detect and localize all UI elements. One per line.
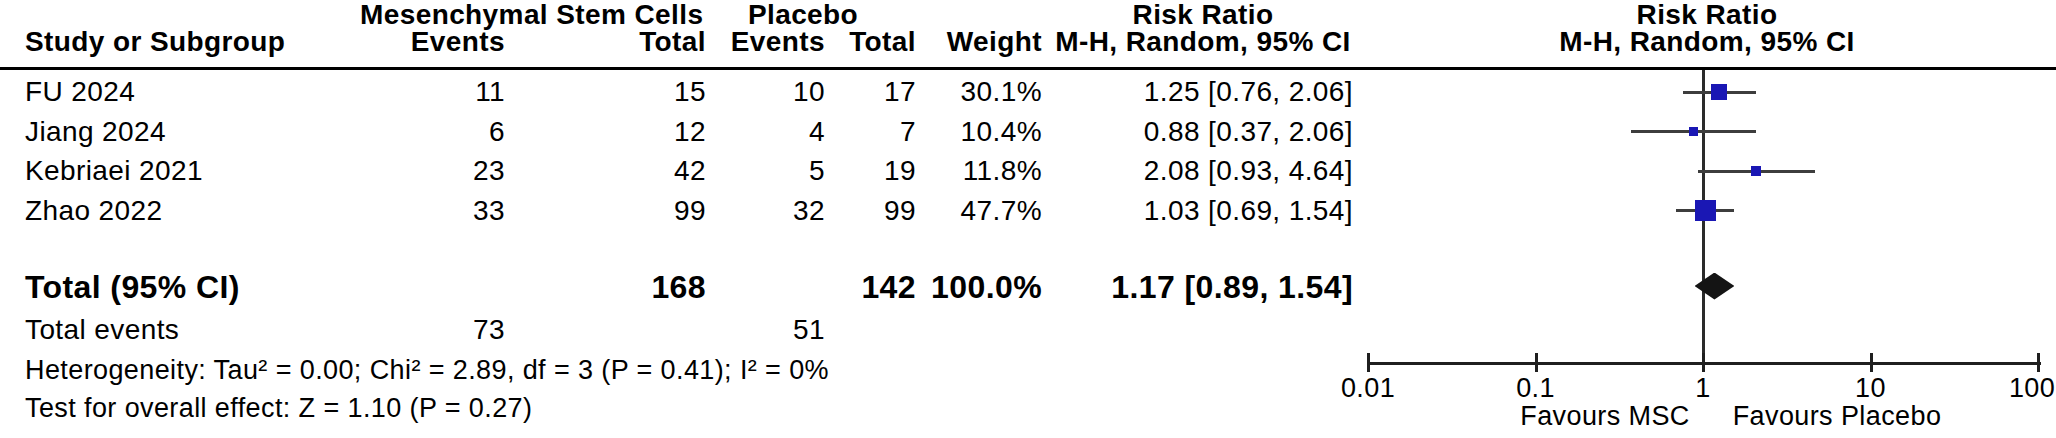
x-axis-tick-label: 10 <box>1811 374 1931 402</box>
study-square-marker <box>1695 200 1716 221</box>
overall-effect-stat: Test for overall effect: Z = 1.10 (P = 0… <box>25 391 532 425</box>
col-header-events-msc: Events <box>355 28 505 56</box>
forest-plot-figure: Mesenchymal Stem Cells Placebo Risk Rati… <box>0 0 2056 438</box>
total-row-label: Total (95% CI) <box>25 269 240 305</box>
study-events-msc-cell: 6 <box>355 115 505 149</box>
study-rr-cell: 0.88 [0.37, 2.06] <box>1103 115 1353 149</box>
study-square-marker <box>1689 127 1698 136</box>
study-name-cell: Jiang 2024 <box>25 115 166 149</box>
study-square-marker <box>1711 84 1727 100</box>
total-events-msc: 73 <box>355 313 505 347</box>
study-rr-cell: 1.03 [0.69, 1.54] <box>1103 194 1353 228</box>
x-axis-tick-label: 100 <box>1972 374 2056 402</box>
group-header-msc: Mesenchymal Stem Cells <box>360 1 660 29</box>
x-axis-tick <box>1535 353 1538 372</box>
study-events-msc-cell: 23 <box>355 154 505 188</box>
header-rule <box>0 67 2056 70</box>
study-weight-cell: 30.1% <box>892 75 1042 109</box>
total-row-weight: 100.0% <box>892 269 1042 305</box>
overall-diamond-marker <box>1695 273 1735 300</box>
study-rr-cell: 2.08 [0.93, 4.64] <box>1103 154 1353 188</box>
study-name-cell: FU 2024 <box>25 75 135 109</box>
study-rr-cell: 1.25 [0.76, 2.06] <box>1103 75 1353 109</box>
study-name-cell: Zhao 2022 <box>25 194 163 228</box>
total-events-label: Total events <box>25 313 179 347</box>
x-axis-tick <box>1870 353 1873 372</box>
risk-ratio-title-plot: Risk Ratio <box>1557 1 1857 29</box>
x-axis-tick-label: 0.1 <box>1476 374 1596 402</box>
total-row-n-msc: 168 <box>556 269 706 305</box>
study-weight-cell: 11.8% <box>892 154 1042 188</box>
x-axis-tick <box>1367 353 1370 372</box>
col-header-method-plot: M-H, Random, 95% CI <box>1557 28 1857 56</box>
col-header-study: Study or Subgroup <box>25 28 285 56</box>
study-weight-cell: 10.4% <box>892 115 1042 149</box>
study-events-msc-cell: 33 <box>355 194 505 228</box>
total-events-placebo: 51 <box>675 313 825 347</box>
study-name-cell: Kebriaei 2021 <box>25 154 203 188</box>
study-weight-cell: 47.7% <box>892 194 1042 228</box>
x-axis-tick <box>1702 353 1705 372</box>
total-row-rr: 1.17 [0.89, 1.54] <box>1053 269 1353 305</box>
col-header-method-text: M-H, Random, 95% CI <box>1053 28 1353 56</box>
x-axis-tick <box>2037 353 2040 372</box>
col-header-weight: Weight <box>892 28 1042 56</box>
study-events-msc-cell: 11 <box>355 75 505 109</box>
favours-right-label: Favours Placebo <box>1687 402 1987 430</box>
study-square-marker <box>1751 166 1761 176</box>
x-axis-tick-label: 1 <box>1643 374 1763 402</box>
heterogeneity-stat: Heterogeneity: Tau² = 0.00; Chi² = 2.89,… <box>25 353 829 387</box>
group-header-placebo: Placebo <box>703 1 903 29</box>
risk-ratio-title-text: Risk Ratio <box>1053 1 1353 29</box>
x-axis-tick-label: 0.01 <box>1308 374 1428 402</box>
